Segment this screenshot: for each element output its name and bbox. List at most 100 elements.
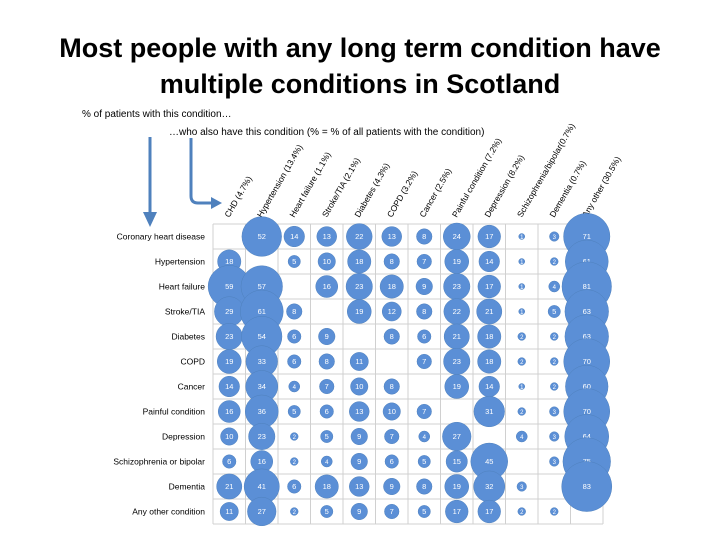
- bubble: [383, 478, 401, 495]
- bubble: [549, 406, 560, 417]
- bubble-value-label: 16: [323, 282, 331, 291]
- bubble: [444, 374, 469, 399]
- bubble: [417, 505, 431, 518]
- bubble-value-label: 4: [325, 460, 329, 466]
- bubble: [416, 478, 433, 495]
- bubble: [561, 461, 613, 512]
- bubble-value-label: 11: [225, 507, 233, 516]
- bubble-value-label: 64: [583, 432, 591, 441]
- bubble: [321, 455, 333, 468]
- bubble-value-label: 2: [520, 410, 524, 416]
- bubble-value-label: 13: [323, 232, 331, 241]
- bubble: [319, 404, 334, 419]
- bubble-value-label: 8: [390, 257, 394, 266]
- bubble-value-label: 7: [325, 382, 329, 391]
- bubble: [444, 474, 469, 499]
- bubble: [384, 454, 399, 469]
- bubble-value-label: 63: [583, 332, 591, 341]
- bubble: [518, 283, 525, 290]
- row-label: Heart failure: [159, 282, 206, 292]
- bubble: [349, 476, 370, 497]
- bubble-value-label: 6: [390, 457, 394, 466]
- bubble: [319, 378, 335, 395]
- bubble: [550, 357, 559, 366]
- bubble-value-label: 17: [485, 282, 493, 291]
- bubble-value-label: 9: [390, 482, 394, 491]
- row-label: Painful condition: [143, 407, 206, 417]
- bubble-value-label: 6: [292, 332, 296, 341]
- bubble-value-label: 14: [225, 382, 233, 391]
- bubble-value-label: 7: [390, 507, 394, 516]
- row-label: Dementia: [169, 482, 206, 492]
- row-label: Coronary heart disease: [117, 232, 206, 242]
- bubble-value-label: 70: [583, 407, 591, 416]
- bubble: [287, 255, 301, 268]
- bubble-value-label: 3: [553, 460, 557, 466]
- bubble: [320, 505, 334, 518]
- bubble-value-label: 14: [290, 232, 298, 241]
- column-label: Diabetes (4.3%): [352, 161, 391, 219]
- bubble-value-label: 4: [293, 385, 297, 391]
- bubble: [382, 402, 401, 421]
- bubble-value-label: 13: [355, 407, 363, 416]
- bubble: [476, 298, 503, 325]
- bubble: [350, 453, 368, 470]
- columns-arrowhead: [211, 197, 222, 209]
- row-label: Diabetes: [171, 332, 205, 342]
- bubble: [417, 455, 431, 468]
- bubble: [477, 324, 502, 349]
- bubble-value-label: 59: [225, 282, 233, 291]
- bubble-value-label: 6: [292, 357, 296, 366]
- bubble: [549, 456, 560, 467]
- bubble-value-label: 63: [583, 307, 591, 316]
- bubble: [477, 349, 502, 374]
- bubble-value-label: 14: [485, 382, 493, 391]
- bubble: [550, 382, 559, 391]
- bubble-value-label: 23: [453, 282, 461, 291]
- bubble-value-label: 7: [422, 407, 426, 416]
- bubble: [346, 223, 373, 250]
- bubble: [550, 507, 559, 516]
- bubble-value-label: 6: [292, 482, 296, 491]
- bubble: [383, 253, 400, 270]
- bubble-value-label: 17: [485, 507, 493, 516]
- bubble: [217, 349, 242, 374]
- bubble-value-label: 27: [453, 432, 461, 441]
- bubble-value-label: 17: [485, 232, 493, 241]
- chart-title-line-1: Most people with any long term condition…: [59, 33, 661, 63]
- bubble: [287, 405, 301, 418]
- column-label: CHD (4.7%): [222, 174, 254, 219]
- bubble-value-label: 3: [553, 410, 557, 416]
- rows-arrowhead: [143, 212, 157, 227]
- bubble-value-label: 6: [422, 332, 426, 341]
- bubble-value-label: 18: [225, 257, 233, 266]
- bubble-value-label: 2: [293, 510, 297, 516]
- bubble-value-label: 1: [520, 385, 524, 391]
- bubble-value-label: 11: [355, 357, 363, 366]
- bubble-value-label: 36: [258, 407, 266, 416]
- bubble: [290, 457, 299, 466]
- column-label: COPD (3.2%): [385, 169, 420, 219]
- bubble-value-label: 14: [485, 257, 493, 266]
- bubble-value-label: 45: [485, 457, 493, 466]
- row-label: Hypertension: [155, 257, 205, 267]
- bubble-value-label: 1: [520, 285, 524, 291]
- bubble: [384, 428, 400, 445]
- chart-title-line-2: multiple conditions in Scotland: [159, 69, 561, 99]
- bubble-value-label: 32: [485, 482, 493, 491]
- bubble: [416, 403, 432, 420]
- bubble-value-label: 21: [225, 482, 233, 491]
- bubble-value-label: 19: [453, 482, 461, 491]
- bubble-value-label: 2: [520, 360, 524, 366]
- bubble: [516, 430, 528, 443]
- rows-annotation: % of patients with this condition…: [82, 109, 232, 120]
- bubble: [218, 375, 240, 398]
- bubble: [416, 253, 432, 270]
- bubble-value-label: 8: [422, 232, 426, 241]
- bubble-value-label: 70: [583, 357, 591, 366]
- bubble-value-label: 8: [390, 382, 394, 391]
- row-label: COPD: [180, 357, 205, 367]
- bubble-value-label: 23: [453, 357, 461, 366]
- bubble-value-label: 31: [485, 407, 493, 416]
- bubble-value-label: 9: [357, 457, 361, 466]
